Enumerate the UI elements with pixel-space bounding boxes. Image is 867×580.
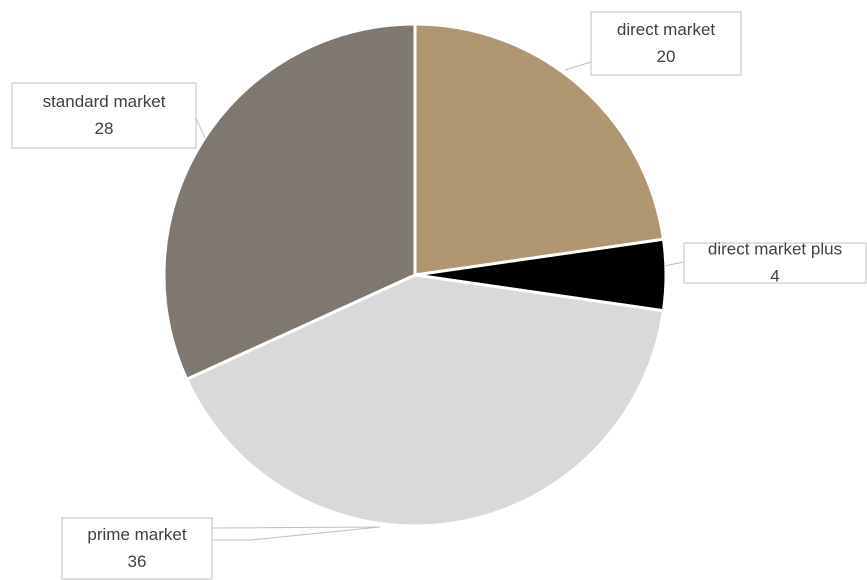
data-label-name: prime market [87,525,186,544]
leader-line [195,117,206,139]
label-box [61,517,213,580]
label-box [590,11,742,76]
leader-line [211,526,381,541]
pie-slice [413,22,666,277]
data-label-value: 20 [657,47,676,66]
data-label-name: standard market [43,92,166,111]
pie-slice [184,273,666,528]
data-label-name: direct market plus [708,239,842,258]
data-label-value: 36 [128,552,147,571]
data-label-value: 28 [95,119,114,138]
label-box [683,242,867,284]
label-box [11,82,197,149]
leader-line [564,61,592,71]
data-label-name: direct market [617,20,716,39]
leader-line [663,261,685,267]
pie-slice [162,22,417,382]
data-label-value: 4 [770,266,779,285]
